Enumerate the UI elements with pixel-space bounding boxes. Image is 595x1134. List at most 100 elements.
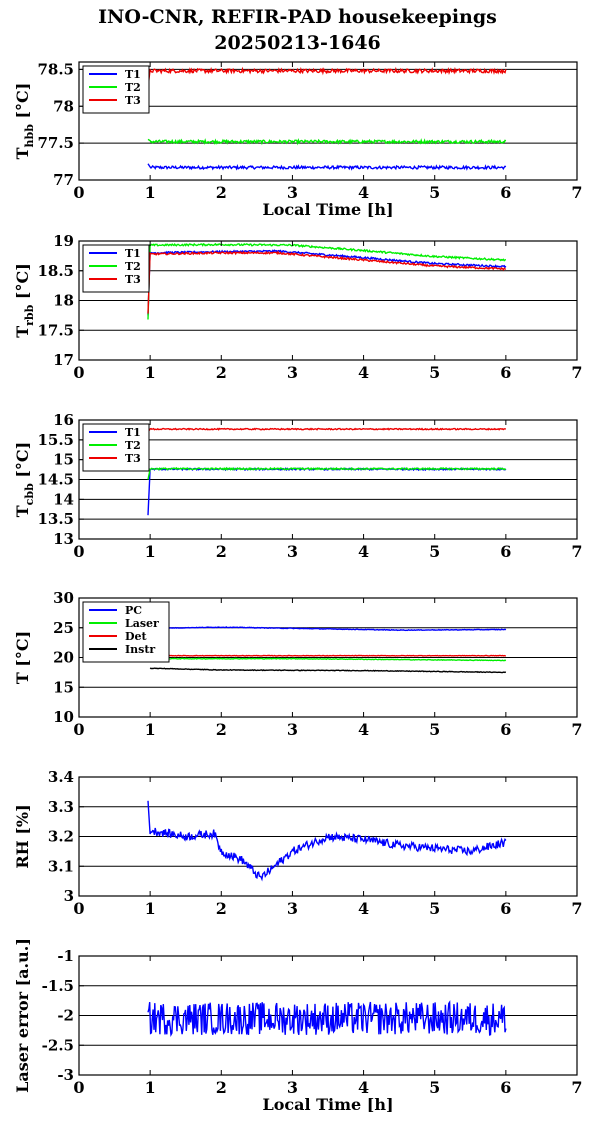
y-tick-label: 77.5 [37,134,74,152]
x-tick-label: 2 [216,720,227,739]
series-line-instr [149,667,507,674]
y-tick-label: 3.4 [48,768,74,786]
y-tick-label: 78.5 [37,60,74,78]
y-tick-label: 13.5 [37,510,74,528]
x-tick-label: 7 [571,542,582,561]
x-tick-label: 0 [73,542,84,561]
series-line-t2 [147,466,506,480]
series-line-pc [150,626,507,632]
y-axis-label: Tcbb [°C] [13,442,36,517]
x-tick-label: 6 [500,363,511,382]
x-tick-label: 3 [287,183,298,202]
x-tick-label: 3 [287,363,298,382]
y-tick-label: 13 [53,530,74,548]
legend-entry: T1 [125,68,141,81]
y-tick-label: -3 [57,1066,74,1084]
series-line-t3 [147,66,507,88]
x-tick-label: 1 [145,899,156,918]
y-tick-label: 17.5 [37,321,74,339]
series-line-t2 [147,138,507,146]
x-tick-label: 1 [145,542,156,561]
x-tick-label: 7 [571,1078,582,1097]
legend-box [82,601,170,663]
y-tick-label: 14 [53,490,74,508]
y-axis-label: RH [%] [13,804,32,868]
series-line-t2 [147,242,507,320]
legend-entry: Instr [125,643,155,656]
legend-entry: T2 [125,260,141,273]
x-tick-label: 4 [358,363,369,382]
x-axis-label: Local Time [h] [262,1095,393,1114]
plot-frame [78,61,578,181]
x-tick-label: 0 [73,720,84,739]
x-tick-label: 3 [287,542,298,561]
y-tick-label: 18.5 [37,262,74,280]
series-line-t3 [147,427,506,433]
y-axis-label: Laser error [a.u.] [13,938,32,1093]
y-tick-label: -2 [57,1007,74,1025]
x-tick-label: 0 [73,1078,84,1097]
y-tick-label: 19 [53,232,74,250]
y-tick-label: 77 [53,171,74,189]
x-axis-label: Local Time [h] [262,200,393,219]
chart-panel-5: 0 1 2 3 4 5 6 7 3 3.1 3.2 3.3 3.4 RH [%] [13,768,583,918]
title-line-2: 20250213-1646 [214,32,381,54]
x-tick-label: 5 [429,899,440,918]
x-tick-label: 4 [358,542,369,561]
x-tick-label: 5 [429,183,440,202]
x-tick-label: 6 [500,720,511,739]
x-tick-label: 4 [358,183,369,202]
x-tick-label: 2 [216,542,227,561]
title-line-1: INO-CNR, REFIR-PAD housekeepings [98,6,497,28]
y-axis-label: Trbb [°C] [13,263,36,338]
x-tick-label: 1 [145,363,156,382]
x-tick-label: 6 [500,1078,511,1097]
y-tick-label: -1.5 [42,977,74,995]
x-tick-label: 0 [73,363,84,382]
y-tick-label: 15.5 [37,431,74,449]
y-tick-label: 3 [64,887,74,905]
x-tick-label: 3 [287,899,298,918]
series-line-det [149,654,507,657]
legend-entry: T3 [125,273,141,286]
y-tick-label: 15 [53,451,74,469]
x-tick-label: 3 [287,720,298,739]
legend-entry: T3 [125,94,141,107]
y-tick-label: 15 [53,678,74,696]
x-tick-label: 5 [429,542,440,561]
legend-entry: T2 [125,81,141,94]
x-tick-label: 7 [571,363,582,382]
x-tick-label: 5 [429,720,440,739]
x-tick-label: 2 [216,363,227,382]
y-tick-label: 3.2 [48,828,74,846]
y-tick-label: 18 [53,292,74,310]
y-tick-label: 78 [53,97,74,115]
x-tick-label: 1 [145,1078,156,1097]
x-tick-label: 6 [500,899,511,918]
series-line-t1 [147,249,507,316]
chart-panel-6: 0 1 2 3 4 5 6 7 -3 -2.5 -2 -1.5 -1 Local Time [h] Lase… [13,938,583,1114]
y-tick-label: 3.3 [48,798,74,816]
legend-entry: T1 [125,426,141,439]
x-tick-label: 7 [571,899,582,918]
y-tick-label: -2.5 [42,1036,74,1054]
x-tick-label: 1 [145,720,156,739]
y-tick-label: 25 [53,619,74,637]
series-line-t1 [147,163,507,171]
x-tick-label: 0 [73,183,84,202]
legend-entry: Laser [125,617,159,630]
x-tick-label: 3 [287,1078,298,1097]
x-tick-label: 2 [216,183,227,202]
y-tick-label: 30 [53,589,74,607]
x-tick-label: 2 [216,1078,227,1097]
x-tick-label: 6 [500,183,511,202]
series-line-laser [149,657,507,662]
y-axis-label: Thbb [°C] [13,83,36,160]
x-tick-label: 4 [358,720,369,739]
